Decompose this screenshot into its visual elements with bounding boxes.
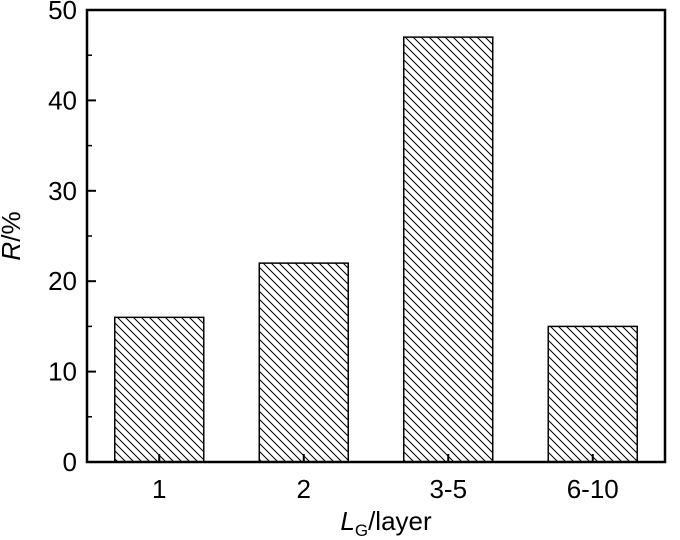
x-tick-label: 3-5 (429, 474, 467, 504)
plot-frame (85, 8, 667, 464)
x-axis-title-subscript: G (355, 521, 368, 540)
bar-6-10 (547, 325, 638, 463)
y-tick-label: 0 (63, 447, 77, 477)
y-axis-title: R/% (0, 211, 26, 260)
y-tick-label: 30 (48, 176, 77, 206)
x-axis-title: LG/layer (340, 506, 432, 540)
bar-1 (114, 316, 205, 463)
x-axis-ticks: 1 2 3-5 6-10 (152, 454, 619, 504)
bar-series (114, 36, 638, 463)
y-tick-label: 20 (48, 266, 77, 296)
bar-2 (258, 262, 349, 463)
x-axis-title-symbol: L (340, 506, 354, 536)
y-tick-label: 10 (48, 357, 77, 387)
x-axis-title-unit: /layer (368, 506, 432, 536)
y-axis-ticks: 0 10 20 30 40 50 (48, 0, 96, 477)
y-tick-label: 40 (48, 85, 77, 115)
y-axis-title-unit: /% (0, 211, 26, 241)
bar-3-5 (403, 36, 494, 463)
x-tick-label: 6-10 (567, 474, 619, 504)
x-tick-label: 2 (297, 474, 311, 504)
y-tick-label: 50 (48, 0, 77, 25)
y-axis-title-symbol: R (0, 242, 26, 261)
x-tick-label: 1 (152, 474, 166, 504)
